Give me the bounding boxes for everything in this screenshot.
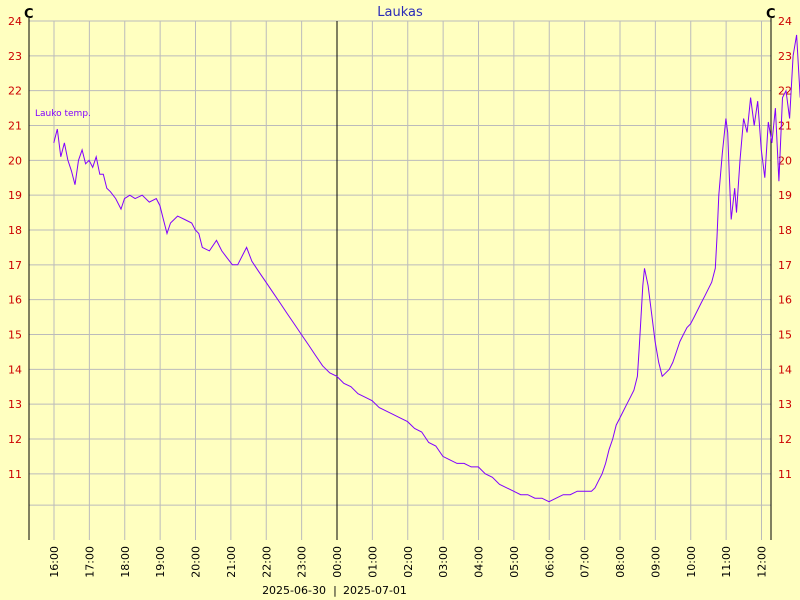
y-unit-right: C <box>766 7 776 22</box>
y-tick-label-left: 20 <box>8 154 22 167</box>
y-tick-label-left: 14 <box>8 363 22 376</box>
y-tick-label-right: 15 <box>778 328 792 341</box>
y-tick-label-right: 20 <box>778 154 792 167</box>
y-tick-label-left: 15 <box>8 328 22 341</box>
axes <box>28 18 772 540</box>
x-tick-label: 19:00 <box>154 546 167 578</box>
y-unit-left: C <box>24 7 34 22</box>
y-tick-label-right: 17 <box>778 259 792 272</box>
legend-label: Lauko temp. <box>35 109 91 119</box>
y-tick-label-right: 14 <box>778 363 792 376</box>
x-tick-label: 05:00 <box>508 546 521 578</box>
y-tick-label-left: 11 <box>8 468 22 481</box>
y-tick-label-left: 21 <box>8 119 22 132</box>
date-separator: | <box>333 584 337 597</box>
x-tick-label: 09:00 <box>649 546 662 578</box>
x-tick-label: 10:00 <box>685 546 698 578</box>
y-tick-label-left: 12 <box>8 433 22 446</box>
y-tick-label-right: 11 <box>778 468 792 481</box>
x-tick-label: 08:00 <box>614 546 627 578</box>
series-line <box>53 34 800 503</box>
x-tick-label: 04:00 <box>473 546 486 578</box>
y-tick-label-left: 17 <box>8 259 22 272</box>
y-tick-label-left: 18 <box>8 224 22 237</box>
x-tick-label: 20:00 <box>190 546 203 578</box>
y-tick-label-right: 18 <box>778 224 792 237</box>
x-tick-labels: 16:00 17:00 18:00 19:00 20:00 21:00 22:00 23:00… <box>48 546 769 578</box>
y-tick-label-left: 19 <box>8 189 22 202</box>
y-tick-label-right: 16 <box>778 294 792 307</box>
y-tick-label-right: 22 <box>778 85 792 98</box>
y-tick-label-right: 19 <box>778 189 792 202</box>
x-tick-label: 22:00 <box>260 546 273 578</box>
x-tick-label: 17:00 <box>83 546 96 578</box>
y-tick-label-right: 12 <box>778 433 792 446</box>
y-tick-label-right: 23 <box>778 50 792 63</box>
chart-title: Laukas <box>377 5 423 20</box>
x-tick-label: 00:00 <box>331 546 344 578</box>
x-tick-label: 01:00 <box>366 546 379 578</box>
y-tick-label-right: 21 <box>778 119 792 132</box>
x-tick-label: 11:00 <box>720 546 733 578</box>
grid-lines <box>29 20 771 540</box>
x-tick-label: 03:00 <box>437 546 450 578</box>
y-tick-label-left: 24 <box>8 15 22 28</box>
date-right: 2025-07-01 <box>343 584 407 597</box>
x-tick-label: 21:00 <box>225 546 238 578</box>
y-tick-labels: 11 11 12 12 13 13 14 14 15 15 16 16 17 17 18 18 19 19 20 20… <box>8 15 792 481</box>
y-tick-label-left: 13 <box>8 398 22 411</box>
x-tick-label: 07:00 <box>579 546 592 578</box>
y-tick-label-right: 13 <box>778 398 792 411</box>
date-left: 2025-06-30 <box>262 584 326 597</box>
y-tick-label-left: 16 <box>8 294 22 307</box>
x-tick-label: 12:00 <box>756 546 769 578</box>
x-tick-label: 06:00 <box>543 546 556 578</box>
x-tick-label: 02:00 <box>402 546 415 578</box>
x-tick-label: 18:00 <box>119 546 132 578</box>
x-tick-label: 23:00 <box>296 546 309 578</box>
y-tick-label-left: 23 <box>8 50 22 63</box>
y-tick-label-left: 22 <box>8 85 22 98</box>
x-tick-label: 16:00 <box>48 546 61 578</box>
y-tick-label-right: 24 <box>778 15 792 28</box>
